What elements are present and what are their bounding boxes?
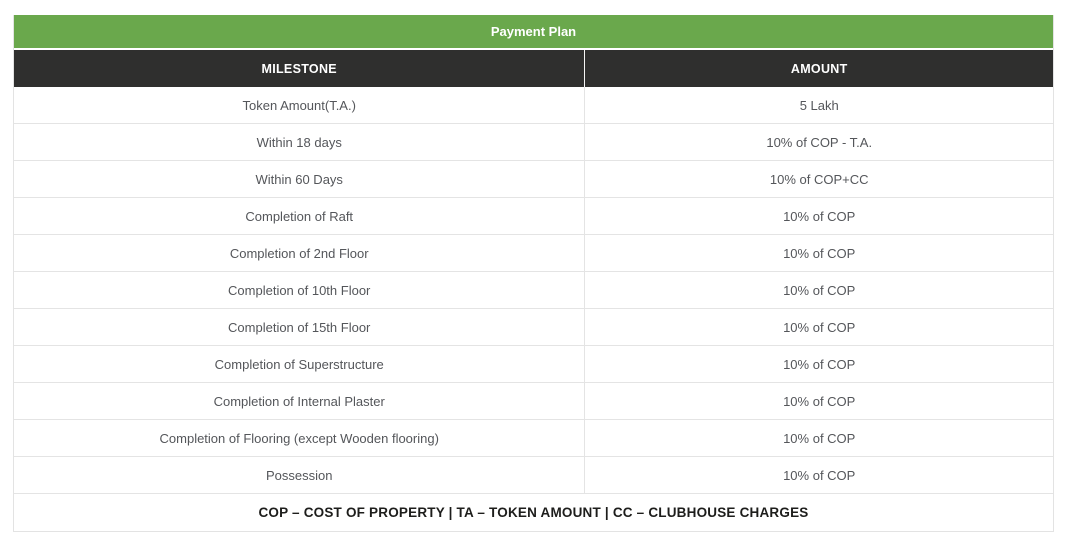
payment-plan-table: Payment Plan MILESTONE AMOUNT Token Amou… [13, 15, 1054, 532]
milestone-cell: Completion of 10th Floor [14, 272, 586, 308]
amount-cell: 10% of COP [783, 393, 856, 409]
amount-cell: 10% of COP [783, 208, 856, 224]
amount-cell: 10% of COP+CC [769, 171, 869, 187]
table-row: Within 18 days 10% of COP - T.A. [14, 124, 1053, 161]
milestone-cell: Within 18 days [14, 124, 586, 160]
table-row: Possession 10% of COP [14, 457, 1053, 494]
table-row: Completion of Internal Plaster 10% of CO… [14, 383, 1053, 420]
legend-text: COP – COST OF PROPERTY | TA – TOKEN AMOU… [258, 505, 809, 520]
milestone-cell: Possession [14, 457, 586, 493]
amount-cell: 10% of COP [783, 467, 856, 483]
milestone-cell: Completion of 15th Floor [14, 309, 586, 345]
table-row: Completion of 2nd Floor 10% of COP [14, 235, 1053, 272]
table-row: Completion of Superstructure 10% of COP [14, 346, 1053, 383]
table-title-bar: Payment Plan [14, 15, 1053, 50]
milestone-cell: Token Amount(T.A.) [14, 87, 586, 123]
amount-cell: 10% of COP [783, 282, 856, 298]
milestone-cell: Completion of 2nd Floor [14, 235, 586, 271]
amount-cell: 5 Lakh [799, 97, 839, 113]
milestone-cell: Completion of Raft [14, 198, 586, 234]
table-row: Completion of Raft 10% of COP [14, 198, 1053, 235]
table-footer: COP – COST OF PROPERTY | TA – TOKEN AMOU… [14, 494, 1053, 531]
table-row: Completion of 10th Floor 10% of COP [14, 272, 1053, 309]
table-header-row: MILESTONE AMOUNT [14, 50, 1053, 87]
table-row: Completion of Flooring (except Wooden fl… [14, 420, 1053, 457]
amount-cell: 10% of COP [783, 430, 856, 446]
milestone-cell: Completion of Flooring (except Wooden fl… [14, 420, 586, 456]
table-row: Within 60 Days 10% of COP+CC [14, 161, 1053, 198]
amount-cell: 10% of COP [783, 356, 856, 372]
milestone-column-header: MILESTONE [14, 50, 586, 87]
table-body: Token Amount(T.A.) 5 Lakh Within 18 days… [14, 87, 1053, 494]
milestone-cell: Completion of Superstructure [14, 346, 586, 382]
table-row: Completion of 15th Floor 10% of COP [14, 309, 1053, 346]
milestone-cell: Within 60 Days [14, 161, 586, 197]
milestone-cell: Completion of Internal Plaster [14, 383, 586, 419]
amount-cell: 10% of COP [783, 319, 856, 335]
amount-column-header: AMOUNT [790, 61, 848, 76]
amount-cell: 10% of COP - T.A. [766, 134, 873, 150]
amount-cell: 10% of COP [783, 245, 856, 261]
table-title: Payment Plan [490, 24, 577, 39]
table-row: Token Amount(T.A.) 5 Lakh [14, 87, 1053, 124]
